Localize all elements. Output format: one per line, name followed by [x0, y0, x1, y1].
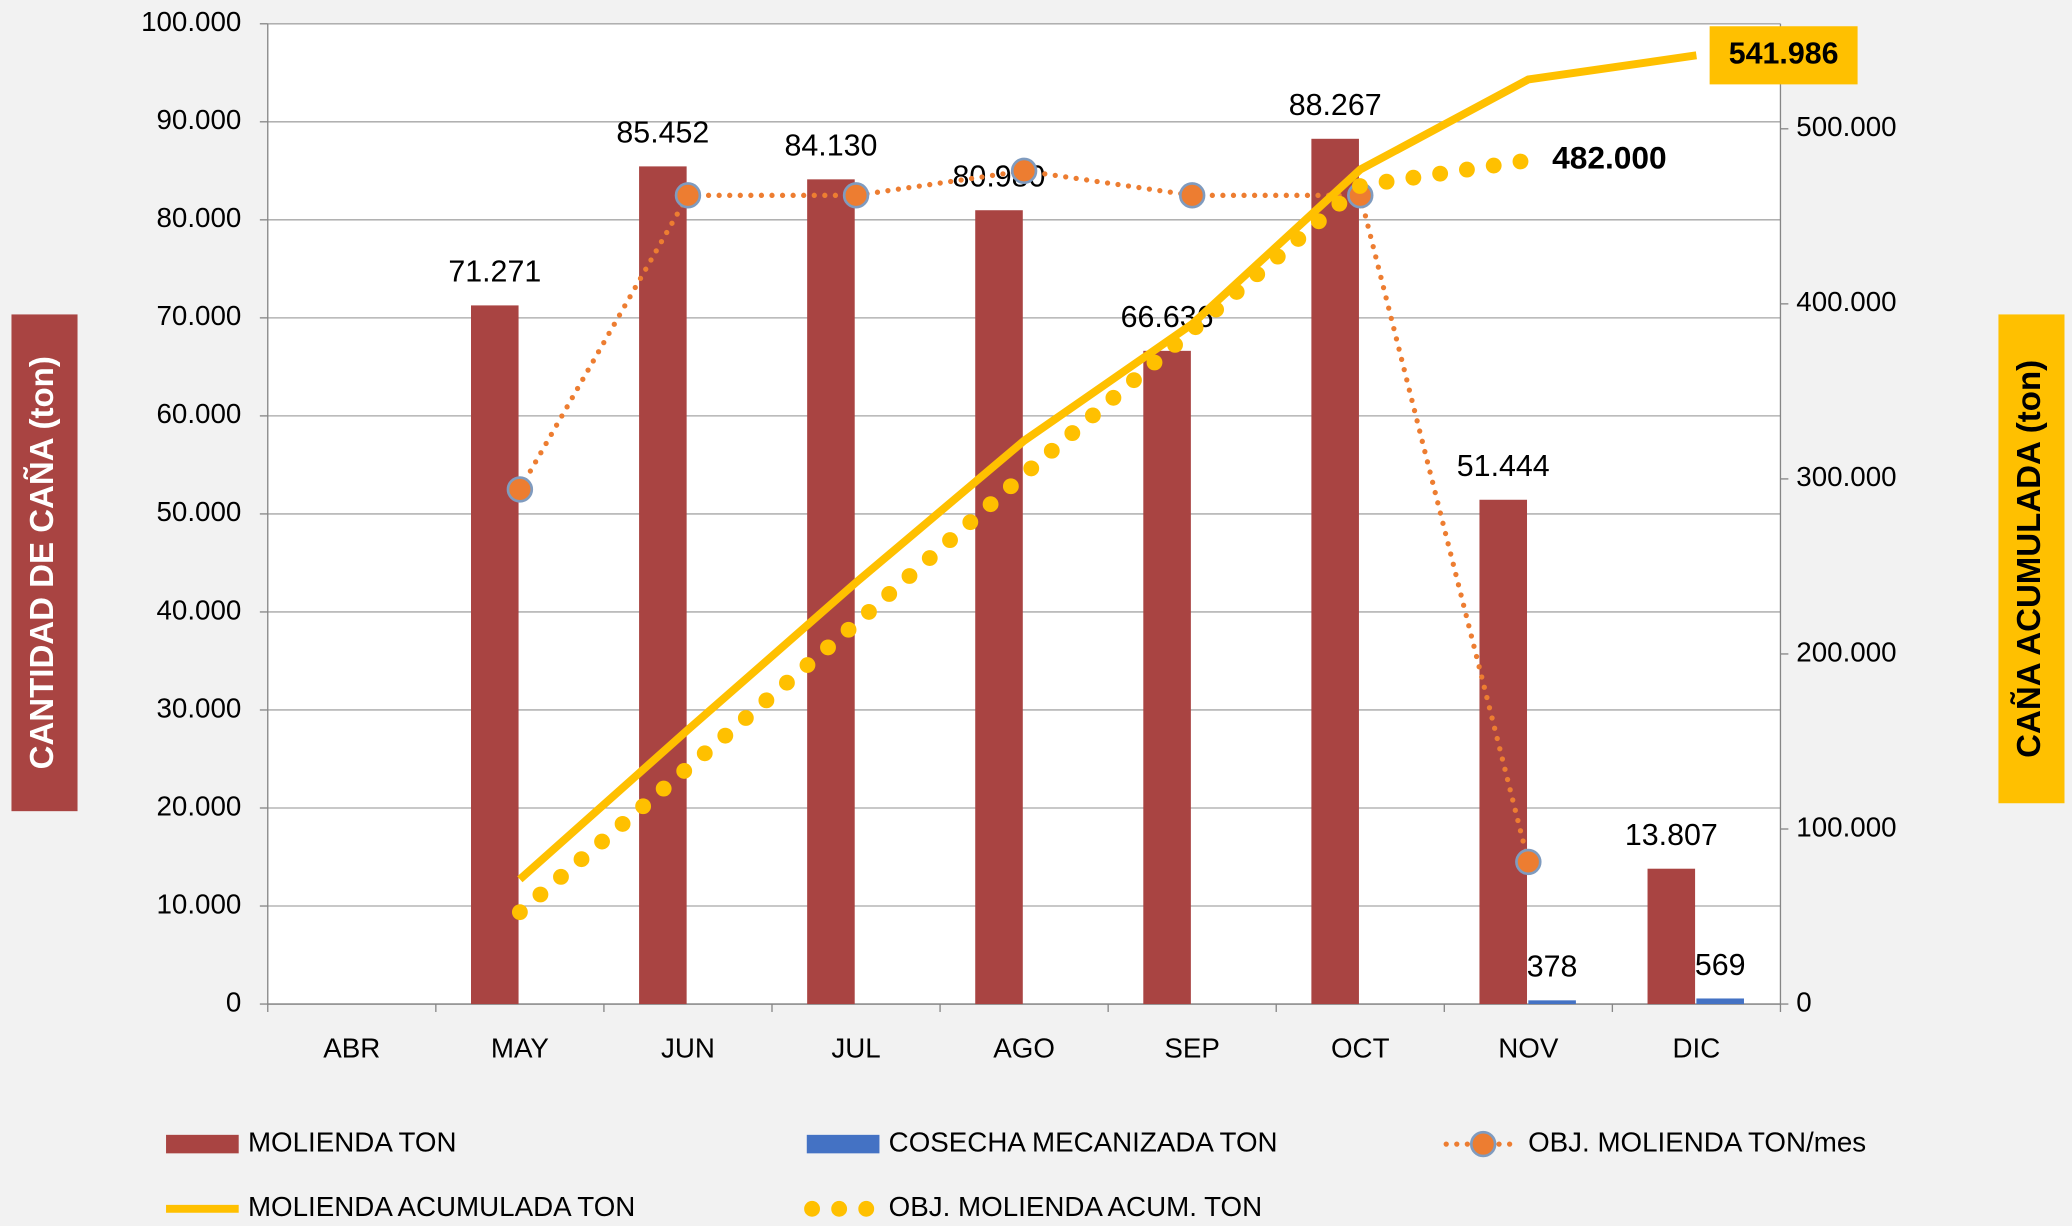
marker: [506, 476, 534, 503]
legend-label: OBJ. MOLIENDA ACUM. TON: [889, 1191, 1262, 1222]
y2-axis-title-box: [1998, 314, 2065, 804]
legend-swatch: [166, 1134, 239, 1154]
x-tick-label: MAY: [491, 1033, 549, 1064]
bar: [1311, 138, 1359, 1005]
marker: [842, 182, 870, 209]
y-tick-label: 40.000: [157, 594, 242, 625]
data-label: 51.444: [1457, 449, 1550, 483]
y-tick-label: 0: [226, 986, 241, 1017]
bar: [1528, 1000, 1576, 1005]
bar: [471, 305, 519, 1005]
x-tick-label: SEP: [1164, 1033, 1220, 1064]
line: [517, 51, 1697, 883]
legend-swatch: [806, 1134, 880, 1154]
y-tick-label: 20.000: [157, 790, 242, 821]
y-tick-label: 50.000: [157, 496, 242, 527]
data-label: 13.807: [1625, 818, 1718, 852]
x-tick-label: NOV: [1498, 1033, 1559, 1064]
x-tick-label: AGO: [993, 1033, 1055, 1064]
data-label: 84.130: [784, 129, 877, 163]
data-label: 541.986: [1729, 36, 1839, 70]
data-label: 482.000: [1552, 140, 1667, 176]
data-label: 85.452: [616, 116, 709, 150]
y-tick-label: 90.000: [157, 104, 242, 135]
y-tick-label: 30.000: [157, 692, 242, 723]
bar: [1143, 350, 1191, 1005]
y2-axis-title: CAÑA ACUMULADA (ton): [2010, 360, 2047, 758]
x-tick-label: ABR: [323, 1033, 380, 1064]
bar: [639, 166, 687, 1005]
legend-label: OBJ. MOLIENDA TON/mes: [1528, 1126, 1866, 1157]
y2-tick-label: 100.000: [1796, 811, 1896, 842]
marker: [1178, 182, 1206, 209]
y-tick-label: 80.000: [157, 202, 242, 233]
legend-label: MOLIENDA ACUMULADA TON: [248, 1191, 635, 1222]
y2-tick-label: 500.000: [1796, 111, 1896, 142]
x-tick-label: JUN: [661, 1033, 715, 1064]
data-label: 378: [1527, 950, 1578, 984]
x-tick-label: DIC: [1673, 1033, 1721, 1064]
legend-label: COSECHA MECANIZADA TON: [889, 1126, 1278, 1157]
y2-tick-label: 0: [1796, 986, 1811, 1017]
y-axis-title: CANTIDAD DE CAÑA (ton): [23, 356, 60, 769]
x-tick-label: OCT: [1331, 1033, 1390, 1064]
y-tick-label: 10.000: [157, 888, 242, 919]
data-label: 88.267: [1289, 88, 1382, 122]
y-axis-title-box: [11, 314, 78, 812]
y-tick-label: 60.000: [157, 398, 242, 429]
x-tick-label: JUL: [831, 1033, 880, 1064]
data-label: 71.271: [448, 255, 541, 289]
y-tick-label: 70.000: [157, 300, 242, 331]
line: [511, 152, 1537, 921]
bar: [975, 210, 1023, 1005]
bar: [1696, 998, 1744, 1005]
y2-tick-label: 400.000: [1796, 286, 1896, 317]
marker: [674, 182, 702, 209]
y-tick-label: 100.000: [141, 6, 241, 37]
legend-swatch: [1469, 1130, 1497, 1158]
marker: [1010, 157, 1038, 185]
bar: [1479, 499, 1528, 1005]
legend-label: MOLIENDA TON: [248, 1126, 457, 1157]
bar: [1647, 868, 1696, 1005]
data-label: 569: [1695, 948, 1746, 982]
marker: [1515, 848, 1542, 876]
y2-tick-label: 200.000: [1796, 636, 1896, 667]
y2-tick-label: 300.000: [1796, 461, 1896, 492]
data-label-box: [1709, 26, 1858, 85]
